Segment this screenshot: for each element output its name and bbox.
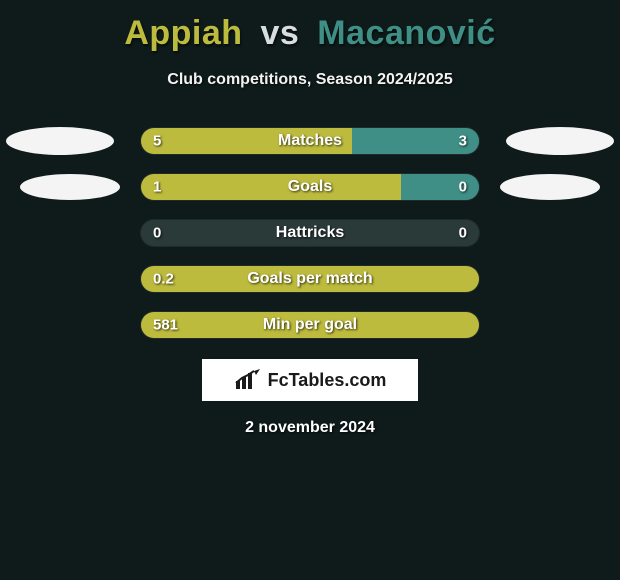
stat-label: Matches: [278, 132, 342, 150]
stat-row: 1 Goals 0: [0, 173, 620, 201]
stat-right-value: 0: [459, 179, 467, 196]
title-player2: Macanović: [317, 14, 495, 52]
title-vs: vs: [261, 14, 300, 52]
logo-box: FcTables.com: [202, 359, 418, 401]
stat-left-value: 1: [153, 179, 161, 196]
stat-label: Goals: [288, 178, 332, 196]
team-marker-left: [6, 127, 114, 155]
title-player1: Appiah: [124, 14, 242, 52]
stat-left-value: 0.2: [153, 271, 174, 288]
stat-label: Goals per match: [247, 270, 372, 288]
subtitle: Club competitions, Season 2024/2025: [0, 71, 620, 89]
page-title: Appiah vs Macanović: [0, 0, 620, 53]
stat-right-value: 3: [459, 133, 467, 150]
stat-rows: 5 Matches 3 1 Goals 0 0 Hattricks 0 0.: [0, 127, 620, 339]
team-marker-left: [20, 174, 120, 200]
logo-text: FcTables.com: [268, 370, 387, 391]
stat-left-value: 581: [153, 317, 178, 334]
stat-row: 0.2 Goals per match: [0, 265, 620, 293]
stat-row: 5 Matches 3: [0, 127, 620, 155]
stat-bar-track: 1 Goals 0: [140, 173, 480, 201]
stat-bar-track: 0 Hattricks 0: [140, 219, 480, 247]
stat-row: 0 Hattricks 0: [0, 219, 620, 247]
stat-left-value: 0: [153, 225, 161, 242]
stat-bar-left-fill: [141, 174, 401, 200]
stat-left-value: 5: [153, 133, 161, 150]
team-marker-right: [500, 174, 600, 200]
chart-icon: [234, 369, 262, 391]
date-text: 2 november 2024: [0, 419, 620, 437]
team-marker-right: [506, 127, 614, 155]
stat-bar-track: 5 Matches 3: [140, 127, 480, 155]
stat-label: Min per goal: [263, 316, 357, 334]
stat-row: 581 Min per goal: [0, 311, 620, 339]
stat-label: Hattricks: [276, 224, 344, 242]
stat-right-value: 0: [459, 225, 467, 242]
stat-bar-track: 581 Min per goal: [140, 311, 480, 339]
stat-bar-track: 0.2 Goals per match: [140, 265, 480, 293]
stat-bar-right-fill: [401, 174, 479, 200]
